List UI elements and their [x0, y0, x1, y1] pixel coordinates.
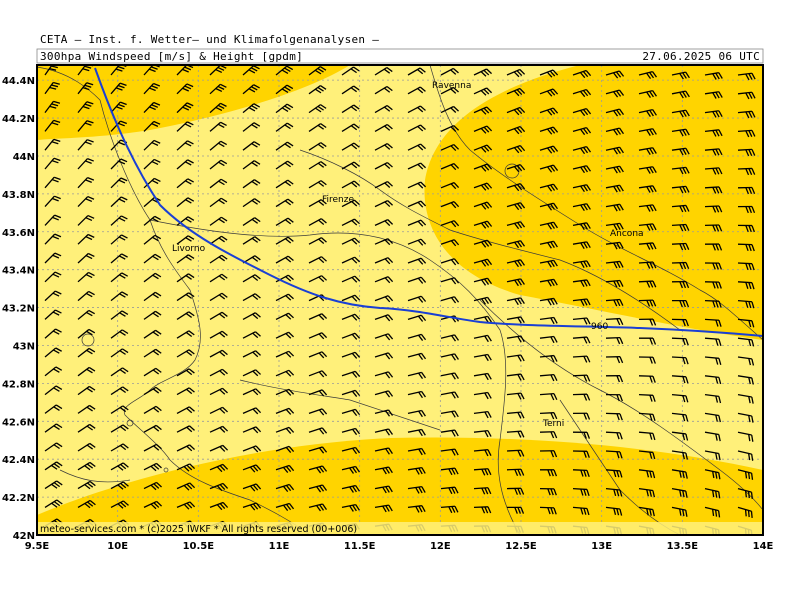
title-bar-frame	[37, 49, 763, 63]
lat-tick-label: 42.2N	[2, 493, 35, 504]
lon-tick-label: 12.5E	[505, 541, 537, 552]
lat-tick-label: 43.4N	[2, 266, 35, 277]
lon-tick-label: 10E	[107, 541, 128, 552]
lon-tick-label: 13.5E	[667, 541, 699, 552]
lat-tick-label: 43.8N	[2, 190, 35, 201]
longitude-axis: 9.5E 10E 10.5E 11E 11.5E 12E 12.5E 13E 13.5E 14E	[25, 541, 774, 552]
city-label-firenze: Firenze	[322, 195, 354, 205]
lon-tick-label: 13E	[591, 541, 612, 552]
lat-tick-label: 44.4N	[2, 76, 35, 87]
city-label-ravenna: Ravenna	[432, 81, 471, 91]
city-label-ancona: Ancona	[610, 229, 644, 239]
contour-label: 960	[591, 322, 608, 332]
lon-tick-label: 12E	[430, 541, 451, 552]
latitude-axis: 44.4N 44.2N 44N 43.8N 43.6N 43.4N 43.2N 43N 42.8…	[2, 76, 35, 542]
lat-tick-label: 42.6N	[2, 417, 35, 428]
copyright-footer: meteo-services.com * (c)2025 IWKF * All …	[40, 524, 357, 535]
lon-tick-label: 11.5E	[344, 541, 376, 552]
city-label-livorno: Livorno	[172, 244, 206, 254]
lat-tick-label: 42.8N	[2, 379, 35, 390]
lat-tick-label: 44.2N	[2, 114, 35, 125]
lat-tick-label: 43.2N	[2, 304, 35, 315]
lat-tick-label: 43N	[13, 341, 35, 352]
lat-tick-label: 44N	[13, 152, 35, 163]
lat-tick-label: 42.4N	[2, 455, 35, 466]
lon-tick-label: 10.5E	[183, 541, 215, 552]
lat-tick-label: 42N	[13, 531, 35, 542]
lon-tick-label: 11E	[269, 541, 290, 552]
lat-tick-label: 43.6N	[2, 228, 35, 239]
lon-tick-label: 14E	[753, 541, 774, 552]
city-label-terni: Terni	[542, 419, 564, 429]
lon-tick-label: 9.5E	[25, 541, 50, 552]
